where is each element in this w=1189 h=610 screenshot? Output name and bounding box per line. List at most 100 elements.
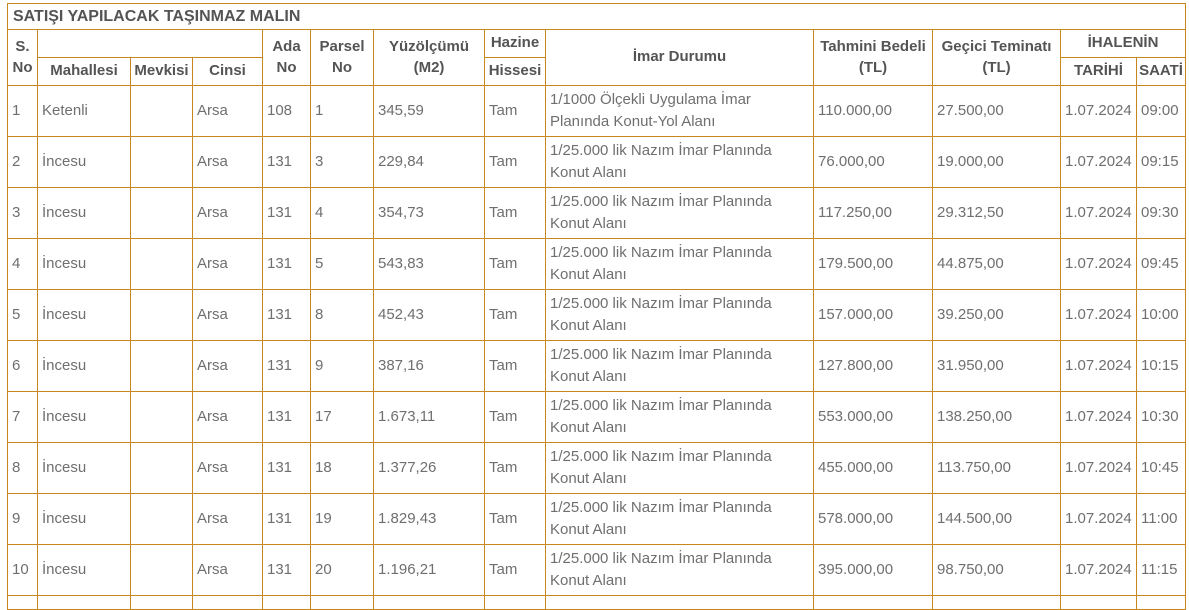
cell-cinsi: Arsa: [192, 391, 263, 443]
cell-imar-durumu: 1/25.000 lik Nazım İmar Planında Konut A…: [545, 442, 814, 494]
cell-mevkisi: [130, 442, 193, 494]
cell-mahallesi: İncesu: [37, 391, 131, 443]
cell-mevkisi: [130, 493, 193, 545]
cell-yuzolcumu-m2: 1.673,11: [373, 391, 485, 443]
header-row-2: Mahallesi Mevkisi Cinsi Hissesi TARİHİ S…: [8, 57, 1187, 86]
empty-cell: [262, 595, 311, 610]
col-header-saati: SAATİ: [1135, 57, 1187, 86]
cell-ihale-tarihi: 1.07.2024: [1060, 85, 1137, 137]
col-header-tahmini-line1: Tahmini Bedeli: [820, 38, 926, 56]
cell-yuzolcumu-m2: 543,83: [373, 238, 485, 290]
cell-tahmini-bedeli-tl: 553.000,00: [813, 391, 933, 443]
cell-mahallesi: İncesu: [37, 238, 131, 290]
cell-hazine-hissesi: Tam: [484, 85, 546, 137]
col-header-tarihi: TARİHİ: [1060, 57, 1137, 86]
cell-tahmini-bedeli-tl: 179.500,00: [813, 238, 933, 290]
cell-gecici-teminati-tl: 39.250,00: [932, 289, 1061, 341]
col-header-tahmini-line2: (TL): [858, 58, 888, 76]
cell-imar-durumu: 1/25.000 lik Nazım İmar Planında Konut A…: [545, 136, 814, 188]
cell-mahallesi: İncesu: [37, 136, 131, 188]
empty-cell: [373, 595, 485, 610]
cell-parsel-no: 20: [310, 544, 374, 596]
cell-ihale-tarihi: 1.07.2024: [1060, 187, 1137, 239]
table-row: 4 İncesu Arsa 131 5 543,83 Tam 1/25.000 lik Naz…: [7, 238, 1187, 290]
cell-yuzolcumu-m2: 354,73: [373, 187, 485, 239]
col-header-mahallesi: Mahallesi: [37, 57, 131, 86]
cell-hazine-hissesi: Tam: [484, 136, 546, 188]
col-header-parsel-line2: No: [332, 58, 352, 76]
cell-gecici-teminati-tl: 98.750,00: [932, 544, 1061, 596]
cell-parsel-no: 8: [310, 289, 374, 341]
cell-cinsi: Arsa: [192, 187, 263, 239]
cell-mevkisi: [130, 289, 193, 341]
cell-mahallesi: İncesu: [37, 340, 131, 392]
cell-hazine-hissesi: Tam: [484, 391, 546, 443]
cell-gecici-teminati-tl: 29.312,50: [932, 187, 1061, 239]
col-header-parsel-no: Parsel No: [310, 29, 374, 86]
empty-cell: [37, 595, 131, 610]
cell-yuzolcumu-m2: 452,43: [373, 289, 485, 341]
empty-cell: [130, 595, 193, 610]
cell-gecici-teminati-tl: 44.875,00: [932, 238, 1061, 290]
cell-ihale-saati: 10:45: [1135, 442, 1187, 494]
col-header-gecici-line1: Geçici Teminatı: [941, 38, 1052, 56]
cell-ihale-saati: 09:15: [1135, 136, 1187, 188]
cell-tahmini-bedeli-tl: 110.000,00: [813, 85, 933, 137]
cell-gecici-teminati-tl: 138.250,00: [932, 391, 1061, 443]
table-row: 1 Ketenli Arsa 108 1 345,59 Tam 1/1000 Ölçekli …: [7, 85, 1187, 137]
cell-parsel-no: 9: [310, 340, 374, 392]
cell-s-no: 4: [7, 238, 38, 290]
col-header-gecici-teminati: Geçici Teminatı (TL): [932, 29, 1061, 86]
cell-parsel-no: 1: [310, 85, 374, 137]
cell-cinsi: Arsa: [192, 289, 263, 341]
cell-gecici-teminati-tl: 113.750,00: [932, 442, 1061, 494]
cell-ada-no: 131: [262, 289, 311, 341]
cell-gecici-teminati-tl: 144.500,00: [932, 493, 1061, 545]
col-header-ada-line1: Ada: [272, 38, 301, 56]
col-header-ada-no: Ada No: [262, 29, 311, 86]
page-title: SATIŞI YAPILACAK TAŞINMAZ MALIN: [6, 3, 1187, 30]
cell-cinsi: Arsa: [192, 442, 263, 494]
cell-ihale-tarihi: 1.07.2024: [1060, 493, 1137, 545]
cell-imar-durumu: 1/1000 Ölçekli Uygulama İmar Planında Ko…: [545, 85, 814, 137]
table-row: 6 İncesu Arsa 131 9 387,16 Tam 1/25.000 lik Naz…: [7, 340, 1187, 392]
cell-mevkisi: [130, 544, 193, 596]
cell-hazine-hissesi: Tam: [484, 238, 546, 290]
cell-imar-durumu: 1/25.000 lik Nazım İmar Planında Konut A…: [545, 187, 814, 239]
cell-yuzolcumu-m2: 1.196,21: [373, 544, 485, 596]
cell-imar-durumu: 1/25.000 lik Nazım İmar Planında Konut A…: [545, 289, 814, 341]
cell-yuzolcumu-m2: 1.829,43: [373, 493, 485, 545]
cell-hazine-hissesi: Tam: [484, 493, 546, 545]
cell-ada-no: 131: [262, 136, 311, 188]
partial-next-row: [7, 595, 1187, 610]
cell-mahallesi: İncesu: [37, 544, 131, 596]
col-header-gecici-line2: (TL): [982, 58, 1011, 76]
cell-mahallesi: İncesu: [37, 289, 131, 341]
cell-mahallesi: İncesu: [37, 442, 131, 494]
col-header-yuzolcumu-line2: (M2): [413, 58, 445, 76]
cell-ihale-tarihi: 1.07.2024: [1060, 544, 1137, 596]
cell-imar-durumu: 1/25.000 lik Nazım İmar Planında Konut A…: [545, 238, 814, 290]
cell-s-no: 10: [7, 544, 38, 596]
cell-parsel-no: 4: [310, 187, 374, 239]
cell-ihale-saati: 10:15: [1135, 340, 1187, 392]
cell-s-no: 6: [7, 340, 38, 392]
col-header-hissesi: Hissesi: [484, 57, 546, 86]
cell-s-no: 1: [7, 85, 38, 137]
title-row: SATIŞI YAPILACAK TAŞINMAZ MALIN: [6, 3, 1187, 30]
cell-ihale-saati: 11:15: [1135, 544, 1187, 596]
cell-cinsi: Arsa: [192, 544, 263, 596]
cell-ihale-tarihi: 1.07.2024: [1060, 442, 1137, 494]
cell-ihale-tarihi: 1.07.2024: [1060, 136, 1137, 188]
cell-ihale-tarihi: 1.07.2024: [1060, 340, 1137, 392]
empty-cell: [7, 595, 38, 610]
table-row: 2 İncesu Arsa 131 3 229,84 Tam 1/25.000 lik Naz…: [7, 136, 1187, 188]
cell-mevkisi: [130, 340, 193, 392]
table-row: 5 İncesu Arsa 131 8 452,43 Tam 1/25.000 lik Naz…: [7, 289, 1187, 341]
cell-ihale-tarihi: 1.07.2024: [1060, 238, 1137, 290]
cell-cinsi: Arsa: [192, 136, 263, 188]
cell-ada-no: 131: [262, 493, 311, 545]
cell-ihale-saati: 11:00: [1135, 493, 1187, 545]
cell-tahmini-bedeli-tl: 578.000,00: [813, 493, 933, 545]
cell-cinsi: Arsa: [192, 85, 263, 137]
